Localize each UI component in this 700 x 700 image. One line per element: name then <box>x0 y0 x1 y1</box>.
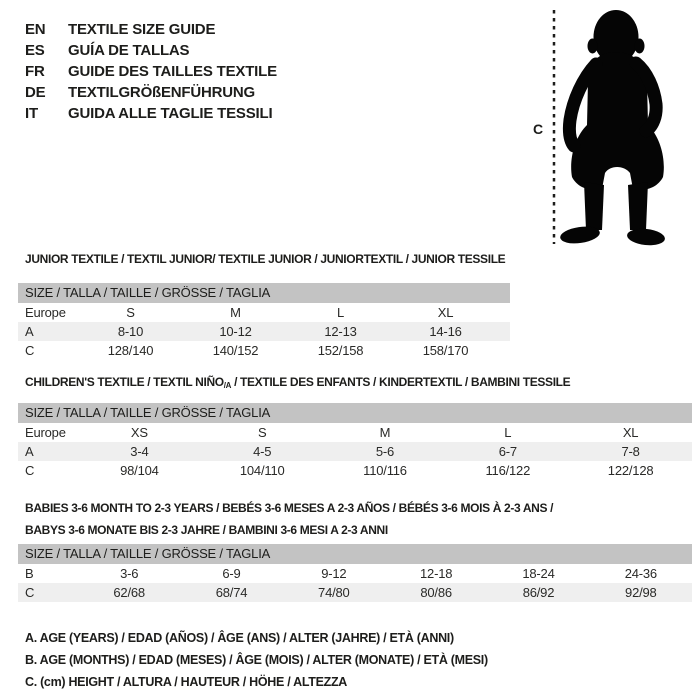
table-cell: 110/116 <box>363 463 407 478</box>
table-cell: 8-10 <box>117 324 144 339</box>
table-cell: 152/158 <box>317 343 364 358</box>
language-list: EN TEXTILE SIZE GUIDE ES GUÍA DE TALLAS … <box>25 19 277 124</box>
table-cell: L <box>504 425 512 440</box>
height-measure-label: C <box>533 121 544 137</box>
babies-table-title: BABIES 3-6 MONTH TO 2-3 YEARS / BEBÉS 3-… <box>25 497 553 541</box>
babies-size-header: SIZE / TALLA / TAILLE / GRÖSSE / TAGLIA <box>18 544 692 564</box>
table-cell: 10-12 <box>219 324 252 339</box>
language-row-en: EN TEXTILE SIZE GUIDE <box>25 19 277 40</box>
table-cell: 140/152 <box>212 343 259 358</box>
table-row: Europe S M L XL <box>18 303 510 322</box>
table-row: C 62/68 68/74 74/80 80/86 86/92 92/98 <box>18 583 692 602</box>
table-cell: 12-18 <box>420 566 453 581</box>
table-cell: 62/68 <box>113 585 145 600</box>
table-cell: 14-16 <box>429 324 462 339</box>
table-cell: S <box>126 305 135 320</box>
row-label: C <box>25 585 35 600</box>
language-row-fr: FR GUIDE DES TAILLES TEXTILE <box>25 61 277 82</box>
table-cell: 68/74 <box>215 585 248 600</box>
table-cell: XS <box>130 425 148 440</box>
table-row: C 98/104 104/110 110/116 116/122 122/128 <box>18 461 692 480</box>
babies-size-table: B 3-6 6-9 9-12 12-18 18-24 24-36 C 62/68… <box>18 564 692 602</box>
children-title-subscript: /A <box>223 381 232 390</box>
footnote-a: A. AGE (YEARS) / EDAD (AÑOS) / ÂGE (ANS)… <box>25 631 454 645</box>
baby-silhouette-shape <box>560 10 665 246</box>
row-label: C <box>25 463 35 478</box>
table-cell: 6-9 <box>222 566 241 581</box>
language-label: GUÍA DE TALLAS <box>68 42 190 59</box>
language-code: FR <box>25 63 45 80</box>
table-cell: M <box>230 305 241 320</box>
footnote-c: C. (cm) HEIGHT / ALTURA / HAUTEUR / HÖHE… <box>25 675 348 689</box>
table-cell: 86/92 <box>522 585 555 600</box>
table-cell: M <box>379 425 391 440</box>
spacer-cell <box>498 341 510 360</box>
table-cell: 6-7 <box>498 444 517 459</box>
children-size-table: Europe XS S M L XL A 3-4 4-5 5-6 6-7 7-8… <box>18 423 692 480</box>
spacer-cell <box>498 322 510 341</box>
table-cell: 158/170 <box>422 343 469 358</box>
children-size-header: SIZE / TALLA / TAILLE / GRÖSSE / TAGLIA <box>18 403 692 423</box>
table-cell: 3-4 <box>130 444 149 459</box>
row-label: Europe <box>25 425 66 440</box>
footnote-b: B. AGE (MONTHS) / EDAD (MESES) / ÂGE (MO… <box>25 653 488 667</box>
toddler-silhouette <box>552 10 665 246</box>
language-code: IT <box>25 105 38 122</box>
language-code: EN <box>25 21 46 38</box>
table-cell: 92/98 <box>625 585 657 600</box>
table-cell: 98/104 <box>120 463 159 478</box>
language-label: TEXTILE SIZE GUIDE <box>68 21 216 38</box>
table-cell: 80/86 <box>420 585 452 600</box>
language-row-it: IT GUIDA ALLE TAGLIE TESSILI <box>25 103 277 124</box>
children-title-suffix: / TEXTILE DES ENFANTS / KINDERTEXTIL / B… <box>231 375 571 389</box>
table-cell: 18-24 <box>522 566 555 581</box>
table-cell: XL <box>622 425 639 440</box>
row-label: Europe <box>25 305 66 320</box>
row-label: C <box>25 343 35 358</box>
table-cell: 122/128 <box>607 463 654 478</box>
table-row: A 3-4 4-5 5-6 6-7 7-8 <box>18 442 692 461</box>
junior-table-title: JUNIOR TEXTILE / TEXTIL JUNIOR/ TEXTILE … <box>25 252 506 266</box>
language-label: TEXTILGRÖßENFÜHRUNG <box>68 84 256 101</box>
table-cell: 7-8 <box>621 444 640 459</box>
table-row: B 3-6 6-9 9-12 12-18 18-24 24-36 <box>18 564 692 583</box>
language-row-de: DE TEXTILGRÖßENFÜHRUNG <box>25 82 277 103</box>
children-title-prefix: CHILDREN'S TEXTILE / TEXTIL NIÑO <box>25 375 224 389</box>
table-cell: 5-6 <box>375 444 395 459</box>
table-row: C 128/140 140/152 152/158 158/170 <box>18 341 510 360</box>
row-label: A <box>25 324 34 339</box>
table-row: A 8-10 10-12 12-13 14-16 <box>18 322 510 341</box>
language-code: DE <box>25 84 46 101</box>
table-cell: 3-6 <box>120 566 139 581</box>
junior-size-header: SIZE / TALLA / TAILLE / GRÖSSE / TAGLIA <box>18 283 510 303</box>
table-cell: 9-12 <box>321 566 347 581</box>
table-cell: 116/122 <box>485 463 531 478</box>
table-cell: 104/110 <box>239 463 285 478</box>
row-label: B <box>25 566 34 581</box>
language-code: ES <box>25 42 45 59</box>
children-table-title: CHILDREN'S TEXTILE / TEXTIL NIÑO/A / TEX… <box>25 375 571 390</box>
table-cell: 74/80 <box>318 585 350 600</box>
table-cell: 128/140 <box>107 343 154 358</box>
language-row-es: ES GUÍA DE TALLAS <box>25 40 277 61</box>
babies-title-line1: BABIES 3-6 MONTH TO 2-3 YEARS / BEBÉS 3-… <box>25 501 554 515</box>
table-cell: 4-5 <box>253 444 272 459</box>
table-cell: 24-36 <box>624 566 657 581</box>
language-label: GUIDE DES TAILLES TEXTILE <box>68 63 277 80</box>
table-cell: 12-13 <box>324 324 357 339</box>
language-label: GUIDA ALLE TAGLIE TESSILI <box>68 105 273 122</box>
row-label: A <box>25 444 34 459</box>
table-cell: S <box>257 425 267 440</box>
table-row: Europe XS S M L XL <box>18 423 692 442</box>
babies-title-line2: BABYS 3-6 MONATE BIS 2-3 JAHRE / BAMBINI… <box>25 523 388 537</box>
table-cell: L <box>336 305 345 320</box>
table-cell: XL <box>437 305 454 320</box>
spacer-cell <box>498 303 510 322</box>
footnotes: A. AGE (YEARS) / EDAD (AÑOS) / ÂGE (ANS)… <box>25 627 488 693</box>
junior-size-table: Europe S M L XL A 8-10 10-12 12-13 14-16… <box>18 303 510 360</box>
